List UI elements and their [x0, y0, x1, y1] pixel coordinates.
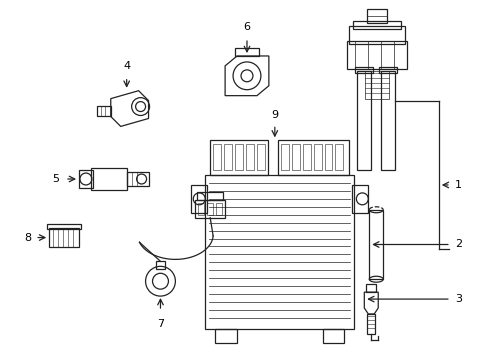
Bar [355, 67, 372, 73]
Bar [277, 140, 349, 175]
Text: 4: 4 [123, 61, 130, 71]
Bar [245, 144, 253, 170]
Bar [346, 41, 406, 69]
Bar [381, 71, 394, 170]
Bar [195, 200, 224, 218]
Bar [79, 170, 93, 188]
Bar [291, 144, 299, 170]
Bar [235, 48, 258, 56]
Bar [91, 168, 126, 190]
Bar [352, 185, 367, 213]
Bar [49, 228, 79, 247]
Text: 1: 1 [454, 180, 461, 190]
Bar [335, 144, 343, 170]
Bar [379, 67, 396, 73]
Text: 7: 7 [157, 319, 163, 329]
Bar [366, 9, 386, 23]
Text: 9: 9 [271, 111, 278, 121]
Bar [198, 203, 204, 215]
Bar [155, 261, 165, 269]
Bar [365, 71, 388, 99]
Bar [47, 224, 81, 229]
Bar [302, 144, 310, 170]
Bar [353, 21, 400, 29]
Text: 6: 6 [243, 22, 250, 32]
Text: 5: 5 [52, 174, 59, 184]
Bar [235, 144, 243, 170]
Bar [224, 144, 232, 170]
Bar [216, 203, 222, 215]
Bar [324, 144, 332, 170]
Bar [97, 105, 111, 116]
Bar [205, 175, 354, 329]
Bar [256, 144, 264, 170]
Bar [322, 329, 344, 343]
Bar [280, 144, 288, 170]
Bar [366, 284, 375, 292]
Bar [368, 210, 383, 279]
Text: 2: 2 [454, 239, 461, 249]
Text: 8: 8 [24, 233, 31, 243]
Bar [357, 71, 370, 170]
Bar [366, 314, 374, 334]
Text: 3: 3 [454, 294, 461, 304]
Bar [213, 144, 221, 170]
Bar [349, 26, 404, 44]
Bar [207, 203, 213, 215]
Bar [210, 140, 267, 175]
Bar [126, 172, 148, 186]
Bar [197, 192, 223, 200]
Bar [215, 329, 237, 343]
Bar [191, 185, 207, 213]
Bar [313, 144, 321, 170]
